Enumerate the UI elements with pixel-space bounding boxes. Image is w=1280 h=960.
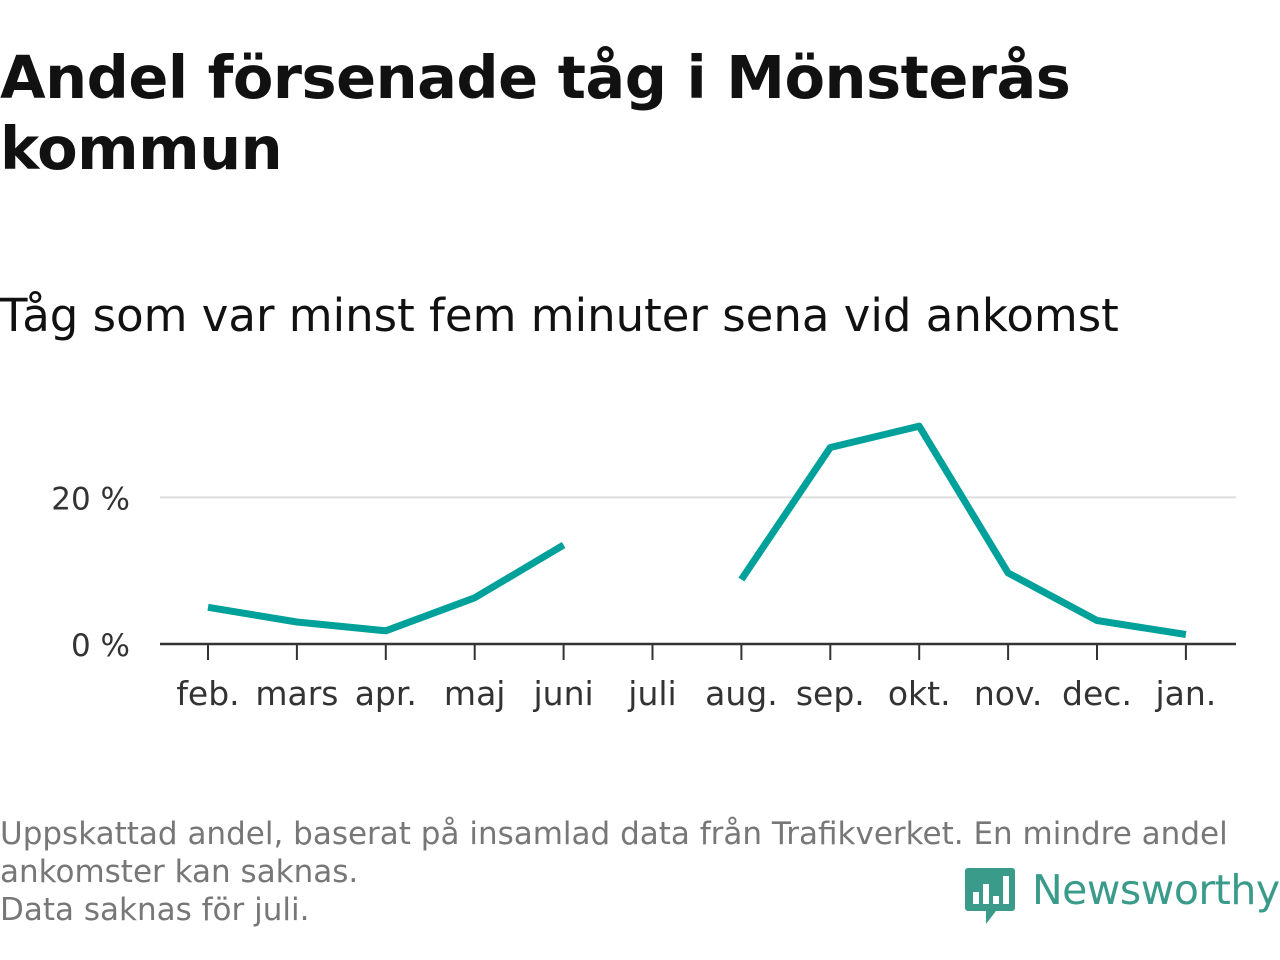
y-tick-label: 0 % [71,628,130,664]
x-tick-label: jan. [1155,674,1217,713]
x-tick-label: feb. [176,674,239,713]
x-tick-label: apr. [355,674,417,713]
data-series [207,422,1187,638]
footnote: Uppskattad andel, baserat på insamlad da… [0,815,1265,929]
footnote-source: Uppskattad andel, baserat på insamlad da… [0,816,1228,890]
x-tick-label: juni [533,674,594,713]
x-tick-label: aug. [705,674,778,713]
series-line-segment [738,422,1187,638]
x-tick-label: okt. [888,674,951,713]
logo-text: Newsworthy [1032,866,1280,914]
x-axis [160,642,1236,660]
x-tick-label: nov. [974,674,1043,713]
chart-title: Andel försenade tåg i Mönsterås kommun [0,43,1071,183]
x-tick-label: sep. [796,674,865,713]
y-axis-tick-labels: 0 % 20 % [51,481,130,664]
footnote-missing-data: Data saknas för juli. [0,892,310,928]
x-tick-label: maj [444,674,506,713]
x-tick-label: dec. [1062,674,1132,713]
newsworthy-logo: Newsworthy [964,864,1280,928]
x-tick-label: juli [627,674,676,713]
x-tick-label: mars [255,674,338,713]
series-line-segment [207,541,566,635]
bar-chart-speech-bubble-icon [965,868,1015,924]
line-chart: 0 % 20 % feb. mars apr. maj juni juli aug. sep. o… [51,422,1236,713]
chart-subtitle: Tåg som var minst fem minuter sena vid a… [0,289,1119,342]
x-axis-tick-labels: feb. mars apr. maj juni juli aug. sep. okt. nov. d… [176,674,1216,713]
y-tick-label: 20 % [51,481,130,517]
